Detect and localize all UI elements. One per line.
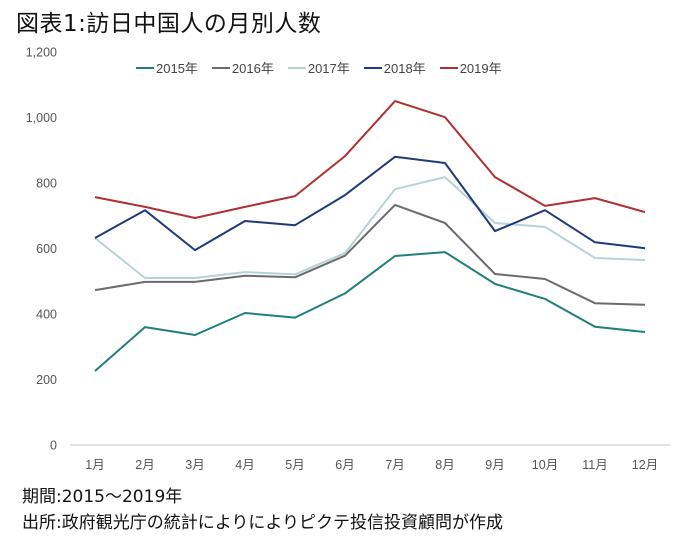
legend-item-2018: 2018年 (363, 58, 426, 77)
series-line-2015 (94, 251, 646, 372)
x-tick-label: 9月 (485, 458, 504, 472)
legend-item-2016: 2016年 (211, 58, 274, 77)
legend-item-2019: 2019年 (439, 58, 502, 77)
source-note: 出所:政府観光庁の統計によりによりピクテ投信投資顧問が作成 (22, 513, 504, 533)
x-tick-label: 11月 (582, 458, 607, 472)
x-tick-label: 5月 (285, 458, 304, 472)
x-tick-label: 2月 (135, 458, 154, 472)
y-tick-label: 600 (36, 242, 57, 256)
x-tick-label: 1月 (85, 458, 104, 472)
legend-label: 2018年 (383, 61, 426, 76)
y-tick-label: 800 (36, 177, 57, 191)
legend-label: 2015年 (156, 61, 198, 76)
legend-swatch (439, 66, 458, 69)
y-tick-label: 0 (50, 439, 57, 453)
chart-legend: 2015年 2016年 2017年 2018年 2019年 (136, 58, 502, 77)
x-tick-label: 6月 (335, 458, 354, 472)
legend-item-2017: 2017年 (287, 58, 350, 77)
series-line-2018 (94, 155, 646, 252)
x-tick-label: 4月 (235, 458, 254, 472)
series-line-2019 (94, 100, 646, 219)
legend-swatch (287, 66, 306, 69)
legend-item-2015: 2015年 (136, 58, 198, 77)
legend-swatch (136, 66, 154, 69)
x-tick-label: 12月 (632, 458, 658, 472)
y-tick-label: 1,000 (26, 111, 57, 125)
legend-label: 2016年 (231, 61, 274, 76)
y-tick-label: 400 (36, 308, 57, 322)
x-tick-label: 3月 (185, 458, 204, 472)
series-line-2016 (94, 203, 646, 306)
x-tick-label: 8月 (435, 458, 454, 472)
series-line-2017 (94, 176, 646, 279)
chart-title: 図表1:訪日中国人の月別人数 (16, 11, 322, 37)
x-tick-label: 7月 (385, 458, 404, 472)
y-tick-label: 1,200 (26, 46, 57, 60)
legend-swatch (363, 66, 382, 69)
legend-label: 2017年 (307, 61, 350, 76)
x-tick-label: 10月 (532, 458, 558, 472)
legend-label: 2019年 (459, 61, 502, 76)
y-tick-label: 200 (36, 373, 57, 387)
legend-swatch (211, 66, 230, 69)
period-note: 期間:2015～2019年 (22, 487, 183, 507)
